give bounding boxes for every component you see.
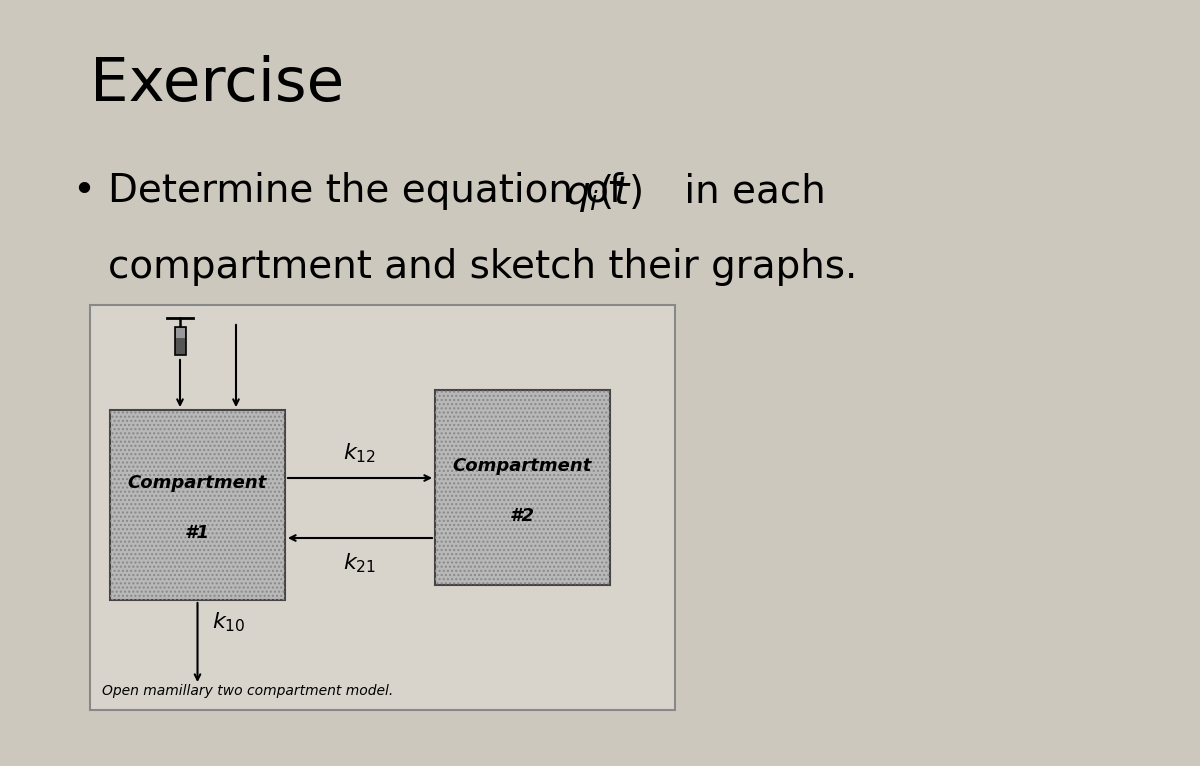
Text: $k_{12}$: $k_{12}$ bbox=[343, 441, 377, 465]
Text: •: • bbox=[72, 172, 95, 210]
Text: Determine the equation of: Determine the equation of bbox=[108, 172, 635, 210]
Bar bbox=[90, 305, 674, 710]
Bar bbox=[174, 327, 186, 355]
Text: Open mamillary two compartment model.: Open mamillary two compartment model. bbox=[102, 684, 394, 698]
Text: Compartment: Compartment bbox=[128, 474, 268, 492]
Bar bbox=[110, 410, 286, 600]
Text: in each: in each bbox=[672, 172, 826, 210]
Text: Compartment: Compartment bbox=[452, 457, 592, 474]
Text: $k_{21}$: $k_{21}$ bbox=[343, 552, 377, 574]
Bar bbox=[434, 390, 610, 585]
Text: #1: #1 bbox=[185, 524, 210, 542]
Bar bbox=[175, 328, 185, 338]
Text: $k_{10}$: $k_{10}$ bbox=[212, 611, 246, 633]
Bar bbox=[110, 410, 286, 600]
Bar bbox=[434, 390, 610, 585]
Text: $q_i(t)$: $q_i(t)$ bbox=[565, 172, 642, 214]
Text: Exercise: Exercise bbox=[90, 55, 344, 114]
Text: #2: #2 bbox=[510, 506, 535, 525]
Text: compartment and sketch their graphs.: compartment and sketch their graphs. bbox=[108, 248, 857, 286]
